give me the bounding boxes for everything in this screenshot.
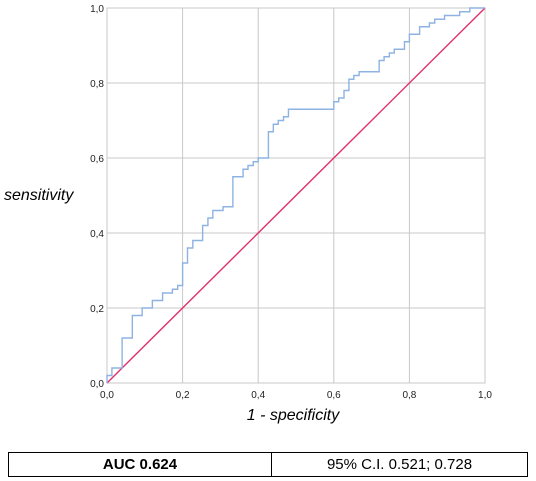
x-axis-ticks: 0,0 0,2 0,4 0,6 0,8 1,0: [100, 390, 492, 401]
plot-frame: [106, 7, 486, 384]
reference-diagonal-line: [106, 7, 486, 384]
y-axis-title: sensitivity: [4, 187, 74, 204]
table-row: AUC 0.624 95% C.I. 0.521; 0.728: [8, 452, 528, 477]
y-tick-label: 0,4: [90, 229, 104, 240]
auc-cell: AUC 0.624: [8, 452, 272, 477]
y-axis-ticks: 0,0 0,2 0,4 0,6 0,8 1,0: [90, 4, 104, 390]
x-tick-label: 0,8: [402, 390, 416, 401]
x-tick-label: 1,0: [478, 390, 492, 401]
auc-table: AUC 0.624 95% C.I. 0.521; 0.728: [8, 452, 528, 477]
y-tick-label: 0,6: [90, 154, 104, 165]
y-tick-label: 0,8: [90, 79, 104, 90]
roc-curve-line: [106, 7, 485, 383]
y-tick-label: 0,0: [90, 379, 104, 390]
x-tick-label: 0,4: [251, 390, 265, 401]
x-tick-label: 0,2: [176, 390, 190, 401]
x-tick-label: 0,0: [100, 390, 114, 401]
y-tick-label: 0,2: [90, 304, 104, 315]
x-axis-title: 1 - specificity: [247, 407, 340, 424]
roc-chart: 0,0 0,2 0,4 0,6 0,8 1,0 0,0 0,2 0,4 0,6 0,8 1,0 se…: [4, 4, 492, 424]
x-tick-label: 0,6: [327, 390, 341, 401]
ci-cell: 95% C.I. 0.521; 0.728: [271, 452, 528, 477]
y-tick-label: 1,0: [90, 4, 104, 15]
